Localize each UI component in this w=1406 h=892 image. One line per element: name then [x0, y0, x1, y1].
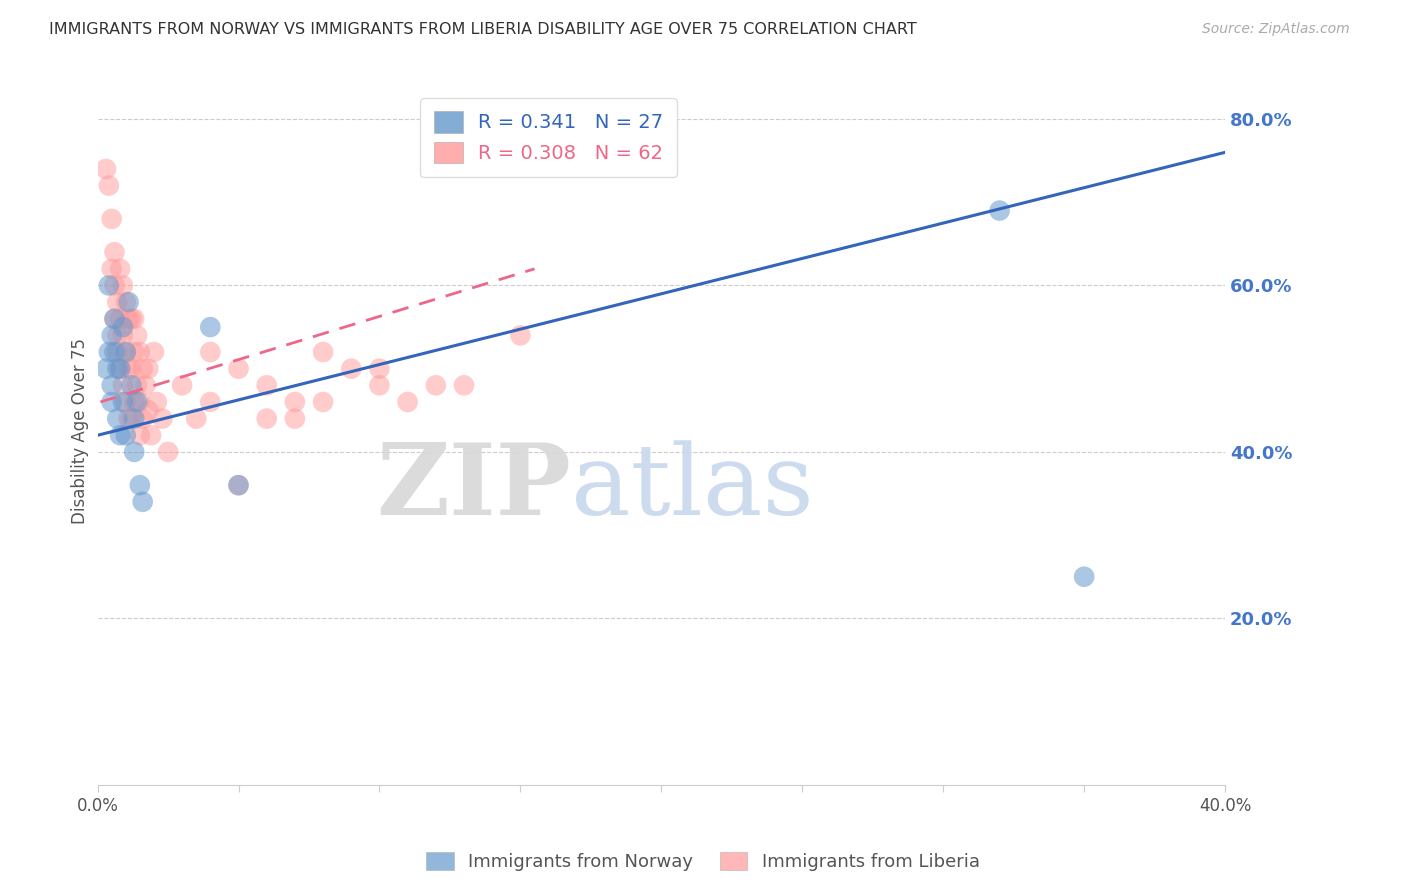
Point	[128, 478, 150, 492]
Text: atlas: atlas	[571, 440, 814, 535]
Point	[97, 345, 120, 359]
Point	[200, 395, 222, 409]
Point	[105, 361, 128, 376]
Point	[125, 328, 148, 343]
Point	[131, 361, 153, 376]
Point	[108, 428, 131, 442]
Point	[128, 345, 150, 359]
Point	[122, 345, 145, 359]
Point	[340, 361, 363, 376]
Point	[108, 361, 131, 376]
Text: ZIP: ZIP	[377, 439, 571, 536]
Point	[103, 311, 125, 326]
Point	[200, 320, 222, 334]
Point	[114, 345, 136, 359]
Point	[114, 295, 136, 310]
Point	[142, 345, 165, 359]
Point	[111, 320, 134, 334]
Point	[100, 328, 122, 343]
Point	[139, 428, 162, 442]
Point	[117, 361, 139, 376]
Point	[94, 161, 117, 176]
Point	[368, 378, 391, 392]
Point	[114, 428, 136, 442]
Point	[284, 395, 307, 409]
Point	[145, 395, 167, 409]
Point	[103, 345, 125, 359]
Point	[256, 411, 278, 425]
Point	[122, 311, 145, 326]
Point	[117, 311, 139, 326]
Point	[120, 311, 142, 326]
Point	[284, 411, 307, 425]
Point	[136, 361, 159, 376]
Point	[94, 361, 117, 376]
Point	[312, 345, 335, 359]
Point	[172, 378, 194, 392]
Point	[111, 395, 134, 409]
Point	[120, 361, 142, 376]
Text: Source: ZipAtlas.com: Source: ZipAtlas.com	[1202, 22, 1350, 37]
Point	[105, 295, 128, 310]
Point	[97, 278, 120, 293]
Point	[125, 395, 148, 409]
Point	[509, 328, 531, 343]
Point	[114, 395, 136, 409]
Point	[111, 278, 134, 293]
Point	[256, 378, 278, 392]
Point	[111, 328, 134, 343]
Point	[97, 178, 120, 193]
Point	[103, 311, 125, 326]
Point	[108, 261, 131, 276]
Point	[122, 395, 145, 409]
Point	[108, 361, 131, 376]
Point	[100, 395, 122, 409]
Point	[117, 411, 139, 425]
Point	[120, 378, 142, 392]
Point	[157, 445, 180, 459]
Point	[105, 328, 128, 343]
Point	[100, 211, 122, 226]
Text: IMMIGRANTS FROM NORWAY VS IMMIGRANTS FROM LIBERIA DISABILITY AGE OVER 75 CORRELA: IMMIGRANTS FROM NORWAY VS IMMIGRANTS FRO…	[49, 22, 917, 37]
Point	[152, 411, 174, 425]
Point	[117, 295, 139, 310]
Point	[114, 345, 136, 359]
Point	[312, 395, 335, 409]
Point	[120, 411, 142, 425]
Legend: Immigrants from Norway, Immigrants from Liberia: Immigrants from Norway, Immigrants from …	[419, 845, 987, 879]
Point	[186, 411, 208, 425]
Point	[228, 478, 250, 492]
Point	[131, 411, 153, 425]
Point	[425, 378, 447, 392]
Point	[200, 345, 222, 359]
Point	[134, 378, 156, 392]
Point	[111, 378, 134, 392]
Point	[100, 378, 122, 392]
Point	[122, 445, 145, 459]
Point	[103, 278, 125, 293]
Point	[108, 311, 131, 326]
Point	[125, 378, 148, 392]
Point	[103, 245, 125, 260]
Point	[228, 361, 250, 376]
Point	[128, 428, 150, 442]
Point	[453, 378, 475, 392]
Point	[396, 395, 419, 409]
Y-axis label: Disability Age Over 75: Disability Age Over 75	[72, 338, 89, 524]
Point	[100, 261, 122, 276]
Point	[122, 411, 145, 425]
Point	[1073, 570, 1095, 584]
Point	[136, 403, 159, 417]
Point	[128, 395, 150, 409]
Point	[368, 361, 391, 376]
Point	[988, 203, 1011, 218]
Point	[131, 495, 153, 509]
Point	[105, 411, 128, 425]
Point	[228, 478, 250, 492]
Point	[105, 345, 128, 359]
Legend: R = 0.341   N = 27, R = 0.308   N = 62: R = 0.341 N = 27, R = 0.308 N = 62	[420, 98, 678, 178]
